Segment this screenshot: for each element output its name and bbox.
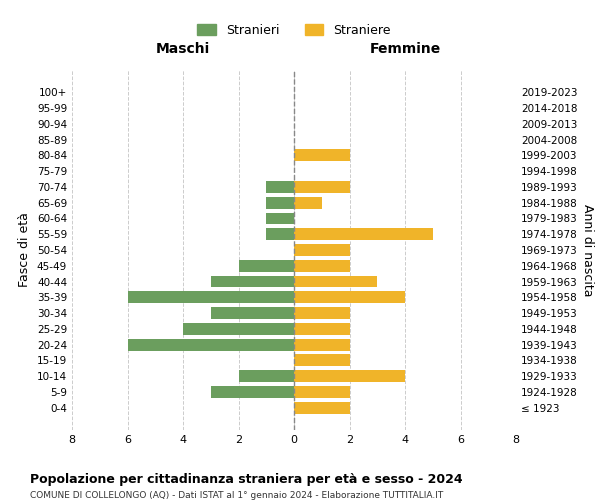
Bar <box>294 323 349 335</box>
Bar <box>239 370 294 382</box>
Text: Femmine: Femmine <box>370 42 440 56</box>
Bar <box>211 276 294 287</box>
Bar <box>294 370 405 382</box>
Bar <box>294 386 349 398</box>
Bar <box>266 228 294 240</box>
Bar <box>294 260 349 272</box>
Bar <box>239 260 294 272</box>
Bar <box>294 354 349 366</box>
Bar <box>294 197 322 208</box>
Bar <box>211 386 294 398</box>
Bar <box>294 338 349 350</box>
Bar <box>266 181 294 193</box>
Text: Popolazione per cittadinanza straniera per età e sesso - 2024: Popolazione per cittadinanza straniera p… <box>30 472 463 486</box>
Bar <box>183 323 294 335</box>
Bar <box>294 150 349 162</box>
Bar <box>211 307 294 319</box>
Y-axis label: Fasce di età: Fasce di età <box>19 212 31 288</box>
Bar <box>294 181 349 193</box>
Text: COMUNE DI COLLELONGO (AQ) - Dati ISTAT al 1° gennaio 2024 - Elaborazione TUTTITA: COMUNE DI COLLELONGO (AQ) - Dati ISTAT a… <box>30 491 443 500</box>
Bar <box>266 212 294 224</box>
Bar <box>294 402 349 413</box>
Bar <box>294 228 433 240</box>
Legend: Stranieri, Straniere: Stranieri, Straniere <box>192 18 396 42</box>
Bar <box>294 276 377 287</box>
Text: Maschi: Maschi <box>156 42 210 56</box>
Bar <box>294 244 349 256</box>
Bar <box>294 307 349 319</box>
Bar <box>294 292 405 303</box>
Y-axis label: Anni di nascita: Anni di nascita <box>581 204 594 296</box>
Bar <box>128 338 294 350</box>
Bar <box>128 292 294 303</box>
Bar <box>266 197 294 208</box>
